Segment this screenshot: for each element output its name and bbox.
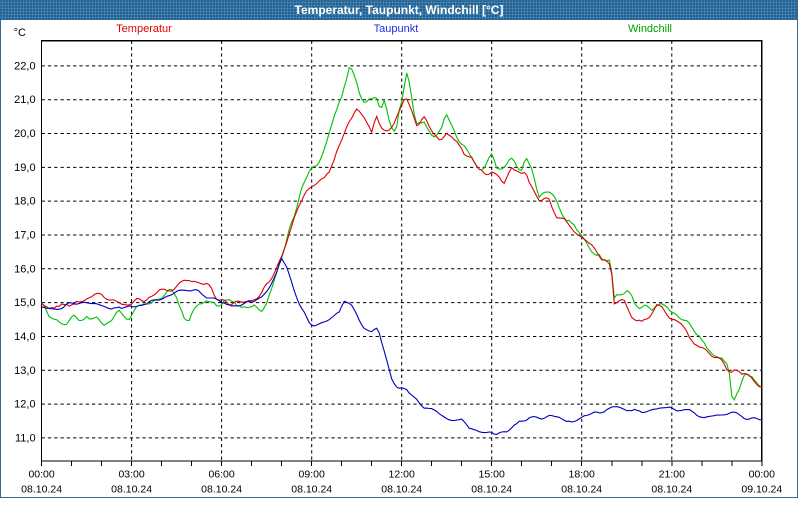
svg-text:09.10.24: 09.10.24 [741, 484, 782, 496]
svg-text:22,0: 22,0 [14, 60, 35, 72]
svg-text:03:00: 03:00 [118, 469, 144, 481]
svg-text:09:00: 09:00 [299, 469, 325, 481]
svg-text:08.10.24: 08.10.24 [21, 484, 62, 496]
svg-text:12,0: 12,0 [14, 399, 35, 411]
svg-text:15,0: 15,0 [14, 297, 35, 309]
svg-text:00:00: 00:00 [749, 469, 775, 481]
svg-text:15:00: 15:00 [479, 469, 505, 481]
svg-text:06:00: 06:00 [208, 469, 234, 481]
svg-text:°C: °C [14, 27, 26, 39]
svg-text:21:00: 21:00 [659, 469, 685, 481]
svg-text:16,0: 16,0 [14, 263, 35, 275]
svg-text:18:00: 18:00 [569, 469, 595, 481]
svg-text:08.10.24: 08.10.24 [201, 484, 242, 496]
svg-text:08.10.24: 08.10.24 [471, 484, 512, 496]
svg-text:20,0: 20,0 [14, 128, 35, 140]
svg-text:08.10.24: 08.10.24 [561, 484, 602, 496]
svg-text:18,0: 18,0 [14, 196, 35, 208]
svg-text:08.10.24: 08.10.24 [111, 484, 152, 496]
svg-text:08.10.24: 08.10.24 [381, 484, 422, 496]
svg-text:08.10.24: 08.10.24 [651, 484, 692, 496]
svg-text:13,0: 13,0 [14, 365, 35, 377]
svg-text:14,0: 14,0 [14, 331, 35, 343]
svg-text:12:00: 12:00 [389, 469, 415, 481]
svg-text:19,0: 19,0 [14, 162, 35, 174]
svg-text:17,0: 17,0 [14, 230, 35, 242]
svg-text:00:00: 00:00 [28, 469, 54, 481]
svg-text:11,0: 11,0 [15, 432, 36, 444]
svg-text:08.10.24: 08.10.24 [291, 484, 332, 496]
svg-text:21,0: 21,0 [14, 94, 35, 106]
